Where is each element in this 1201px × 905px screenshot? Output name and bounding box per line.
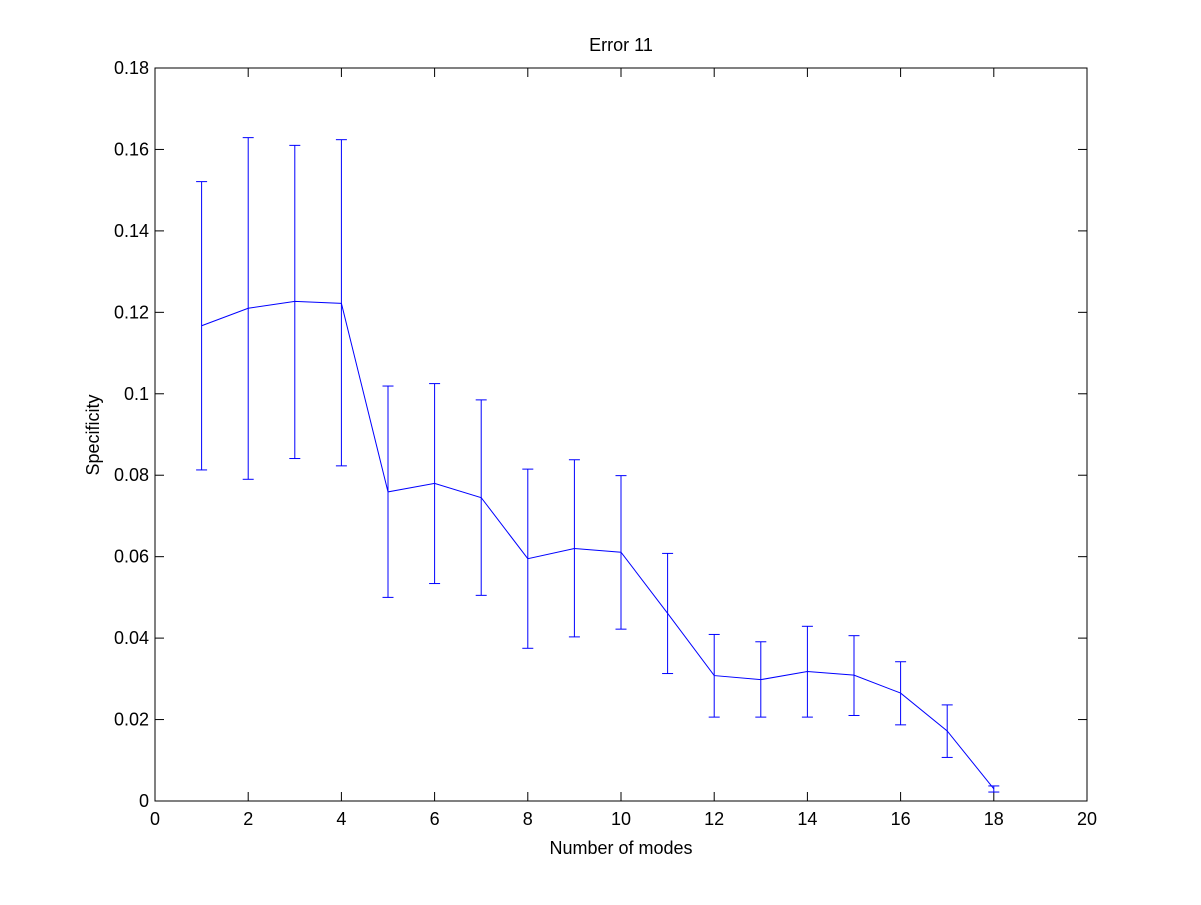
x-axis-label: Number of modes xyxy=(549,838,692,858)
y-tick-label: 0.14 xyxy=(114,221,149,241)
y-tick-label: 0.12 xyxy=(114,302,149,322)
x-tick-label: 6 xyxy=(430,809,440,829)
y-tick-label: 0.06 xyxy=(114,547,149,567)
chart-title: Error 11 xyxy=(589,35,653,55)
y-tick-label: 0.18 xyxy=(114,58,149,78)
y-axis-label: Specificity xyxy=(83,394,103,475)
x-tick-label: 4 xyxy=(336,809,346,829)
x-tick-label: 14 xyxy=(797,809,817,829)
x-tick-label: 16 xyxy=(891,809,911,829)
y-tick-label: 0.02 xyxy=(114,710,149,730)
y-tick-label: 0 xyxy=(139,791,149,811)
x-tick-label: 8 xyxy=(523,809,533,829)
y-tick-label: 0.04 xyxy=(114,628,149,648)
y-tick-label: 0.16 xyxy=(114,139,149,159)
x-tick-label: 20 xyxy=(1077,809,1097,829)
x-tick-label: 18 xyxy=(984,809,1004,829)
x-tick-label: 10 xyxy=(611,809,631,829)
y-tick-label: 0.08 xyxy=(114,465,149,485)
x-tick-label: 12 xyxy=(704,809,724,829)
y-tick-label: 0.1 xyxy=(124,384,149,404)
x-tick-label: 2 xyxy=(243,809,253,829)
x-tick-label: 0 xyxy=(150,809,160,829)
